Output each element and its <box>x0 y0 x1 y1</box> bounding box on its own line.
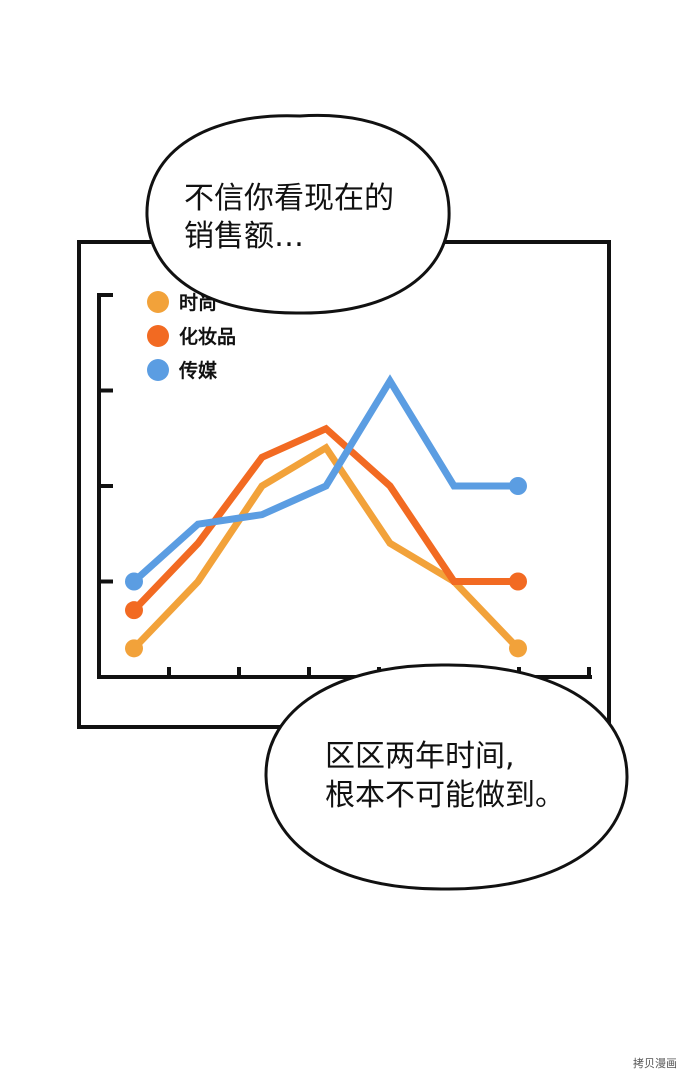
chart-legend: 时尚 化妆品 传媒 <box>147 291 236 382</box>
legend-label-cosmetics: 化妆品 <box>179 325 236 348</box>
speech-bubble-top-outline <box>145 113 451 315</box>
series-point-2-start <box>125 572 143 591</box>
series-point-1-start <box>125 601 143 620</box>
series-line-2 <box>131 374 518 585</box>
series-point-1-end <box>509 572 527 591</box>
series-point-2-end <box>509 477 527 495</box>
legend-swatch-cosmetics <box>147 325 169 347</box>
speech-bubble-bottom: 区区两年时间, 根本不可能做到。 <box>264 663 629 891</box>
series-point-0-end <box>509 639 527 658</box>
legend-swatch-fashion <box>147 291 169 313</box>
speech-top-line2: 销售额… <box>184 219 304 254</box>
chart-frame <box>77 240 611 729</box>
chart-series <box>125 374 527 658</box>
watermark: 拷贝漫画 <box>630 1054 680 1072</box>
speech-bottom-line1: 区区两年时间, <box>325 739 515 774</box>
legend-label-media: 传媒 <box>178 359 218 382</box>
speech-bottom-line2: 根本不可能做到。 <box>325 778 565 813</box>
speech-top-line1: 不信你看现在的 <box>184 181 394 216</box>
speech-bubble-bottom-outline <box>264 663 629 891</box>
y-axis-ticks <box>99 293 113 584</box>
legend-swatch-media <box>147 359 169 381</box>
series-point-0-start <box>125 639 143 658</box>
speech-bubble-top: 不信你看现在的 销售额… <box>145 113 451 315</box>
series-line-1 <box>131 424 518 613</box>
